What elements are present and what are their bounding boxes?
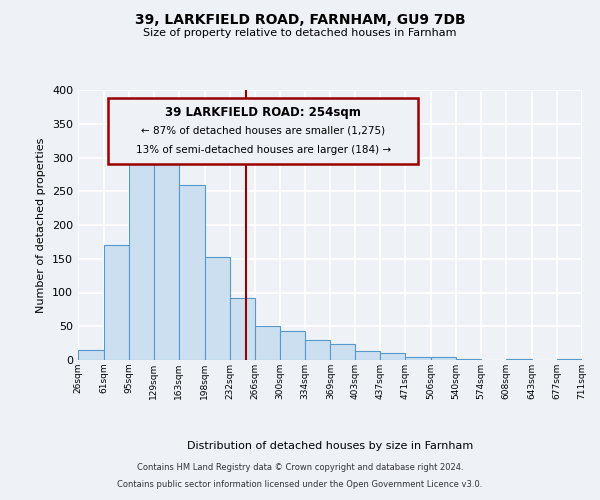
X-axis label: Distribution of detached houses by size in Farnham: Distribution of detached houses by size … [187, 441, 473, 451]
Bar [431, 358, 456, 360]
Bar [355, 351, 380, 360]
Bar [78, 350, 104, 360]
Bar [205, 256, 230, 360]
Bar [305, 340, 331, 360]
FancyBboxPatch shape [108, 98, 418, 164]
Bar [129, 158, 154, 360]
Text: Contains HM Land Registry data © Crown copyright and database right 2024.: Contains HM Land Registry data © Crown c… [137, 464, 463, 472]
Bar [331, 344, 355, 360]
Bar [280, 331, 305, 360]
Bar [557, 358, 582, 360]
Bar [230, 298, 254, 360]
Text: ← 87% of detached houses are smaller (1,275): ← 87% of detached houses are smaller (1,… [141, 125, 385, 135]
Text: 13% of semi-detached houses are larger (184) →: 13% of semi-detached houses are larger (… [136, 146, 391, 156]
Bar [406, 358, 431, 360]
Y-axis label: Number of detached properties: Number of detached properties [37, 138, 46, 312]
Bar [154, 138, 179, 360]
Bar [380, 352, 406, 360]
Text: Size of property relative to detached houses in Farnham: Size of property relative to detached ho… [143, 28, 457, 38]
Text: 39, LARKFIELD ROAD, FARNHAM, GU9 7DB: 39, LARKFIELD ROAD, FARNHAM, GU9 7DB [134, 12, 466, 26]
Bar [179, 185, 205, 360]
Bar [254, 326, 280, 360]
Bar [104, 245, 129, 360]
Text: 39 LARKFIELD ROAD: 254sqm: 39 LARKFIELD ROAD: 254sqm [165, 106, 361, 119]
Text: Contains public sector information licensed under the Open Government Licence v3: Contains public sector information licen… [118, 480, 482, 489]
